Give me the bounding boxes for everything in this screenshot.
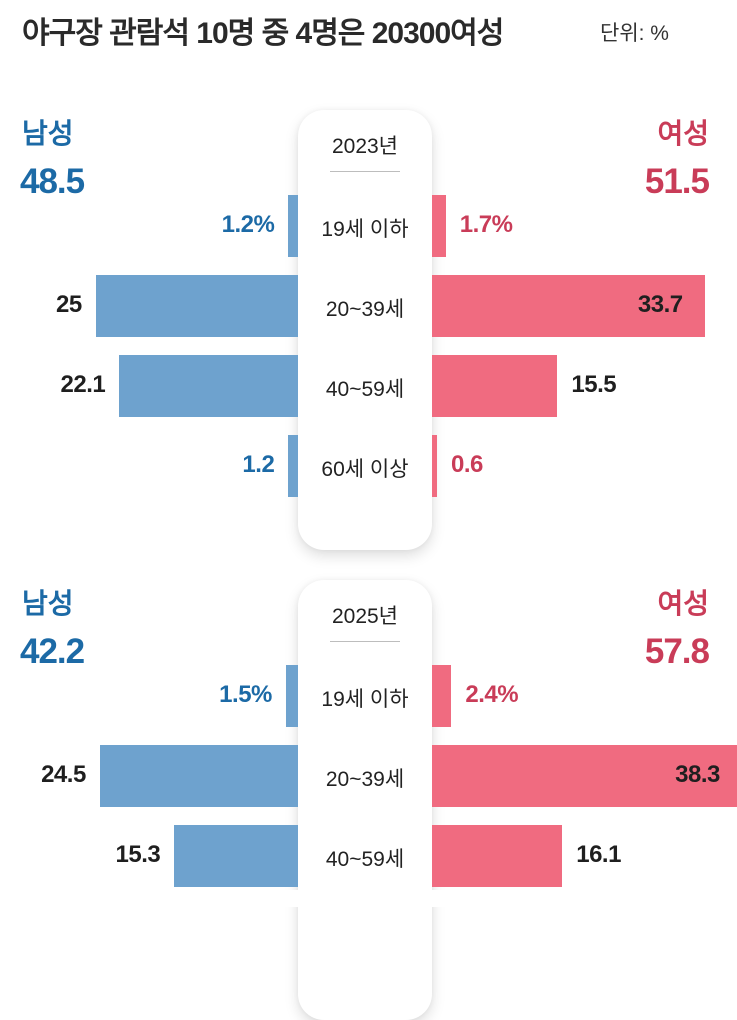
year-pill (298, 580, 432, 1020)
female-bar (432, 275, 705, 337)
female-value-label: 38.3 (675, 761, 720, 788)
unit-label: 단위: % (600, 22, 669, 45)
male-bar (285, 665, 298, 727)
male-bar (99, 745, 298, 807)
year-label: 2023년 (331, 135, 399, 158)
male-bar (174, 825, 298, 887)
age-group-label: 40~59세 (325, 378, 405, 401)
female-bar (432, 665, 452, 727)
female-total: 51.5 (644, 162, 710, 201)
age-group-label: 19세 이하 (321, 688, 409, 711)
male-total: 42.2 (20, 632, 85, 671)
female-bar (432, 195, 446, 257)
male-value-label: 25 (56, 291, 82, 318)
male-value-label: 22.1 (60, 371, 106, 398)
female-bar (432, 355, 558, 417)
year-divider (330, 641, 400, 642)
female-bar (432, 435, 437, 497)
female-total: 57.8 (644, 632, 710, 671)
panel-2025: 2025년 남성 42.2 여성 57.8 19세 이하 1.5% 2.4% 20~3… (0, 570, 737, 1020)
male-value-label: 1.5% (219, 681, 272, 708)
male-total: 48.5 (20, 162, 85, 201)
panel-2023: 2023년 남성 48.5 여성 51.5 19세 이하 1.2% 1.7% 20~3… (0, 100, 737, 550)
female-value-label: 33.7 (637, 291, 683, 318)
male-label: 남성 (22, 118, 74, 149)
female-value-label: 2.4% (465, 681, 519, 708)
chart-title: 야구장 관람석 10명 중 4명은 20300여성 (22, 17, 504, 50)
male-value-label: 1.2% (221, 211, 275, 238)
female-value-label: 15.5 (571, 371, 617, 398)
female-bar (432, 825, 563, 887)
age-group-label: 19세 이하 (321, 218, 409, 241)
year-divider (330, 171, 400, 172)
male-bar (95, 275, 298, 337)
female-label: 여성 (657, 118, 709, 149)
age-group-label: 60세 이상 (321, 458, 409, 481)
age-group-label: 20~39세 (325, 768, 405, 791)
male-value-label: 24.5 (41, 761, 86, 788)
age-group-label: 40~59세 (325, 848, 405, 871)
male-bar (288, 435, 298, 497)
bottom-crop (0, 890, 737, 907)
male-bar (288, 195, 298, 257)
year-pill (298, 110, 432, 550)
male-label: 남성 (22, 588, 74, 619)
year-label: 2025년 (331, 605, 399, 628)
female-value-label: 16.1 (576, 841, 621, 868)
age-group-label: 20~39세 (325, 298, 405, 321)
male-value-label: 1.2 (242, 451, 275, 478)
female-value-label: 1.7% (459, 211, 513, 238)
female-label: 여성 (657, 588, 709, 619)
female-bar (432, 745, 737, 807)
male-bar (119, 355, 298, 417)
female-value-label: 0.6 (451, 451, 483, 478)
male-value-label: 15.3 (115, 841, 161, 868)
